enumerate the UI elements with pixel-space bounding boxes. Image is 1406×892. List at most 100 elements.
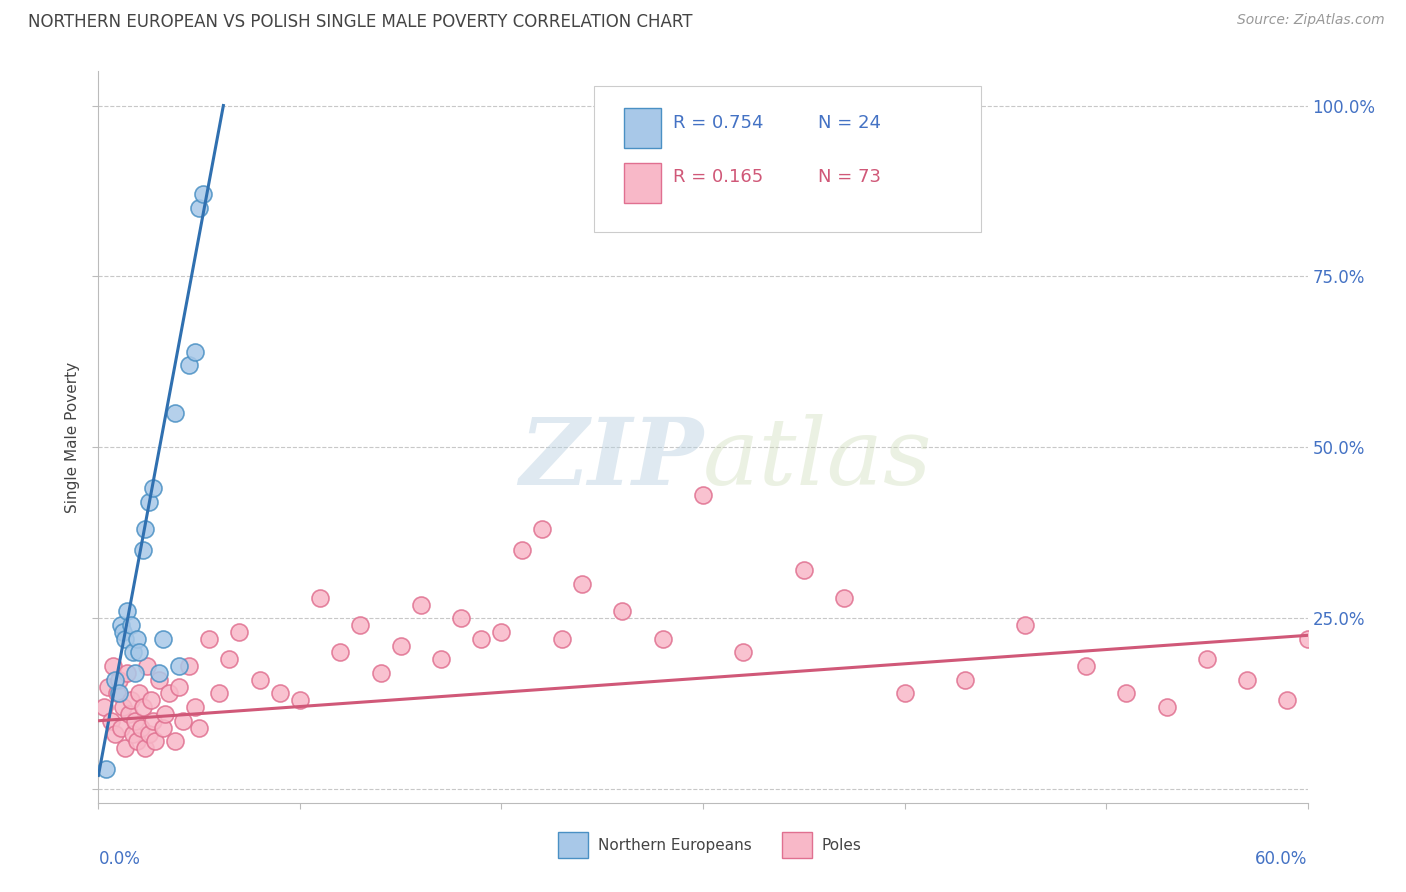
Point	[111, 624, 134, 639]
Point	[571, 577, 593, 591]
Bar	[558, 832, 588, 858]
Point	[124, 714, 146, 728]
Point	[329, 645, 352, 659]
Point	[128, 686, 150, 700]
Text: N = 73: N = 73	[818, 169, 882, 186]
Point	[135, 659, 157, 673]
Point	[612, 604, 634, 618]
Point	[1115, 686, 1137, 700]
Point	[430, 652, 453, 666]
Text: 0.0%: 0.0%	[98, 850, 141, 868]
Point	[184, 700, 207, 714]
Point	[120, 618, 142, 632]
Point	[125, 632, 148, 646]
Point	[179, 659, 201, 673]
Point	[288, 693, 311, 707]
Point	[470, 632, 492, 646]
Point	[115, 604, 138, 618]
Text: ZIP: ZIP	[519, 414, 703, 504]
Point	[228, 624, 250, 639]
Point	[96, 762, 118, 776]
Point	[1316, 706, 1339, 721]
Point	[249, 673, 271, 687]
Point	[1156, 700, 1178, 714]
Point	[111, 700, 134, 714]
Point	[152, 632, 174, 646]
Point	[389, 639, 412, 653]
Point	[163, 406, 186, 420]
Point	[125, 734, 148, 748]
Point	[733, 645, 755, 659]
Point	[167, 680, 190, 694]
Point	[103, 673, 125, 687]
Point	[692, 488, 714, 502]
Point	[143, 734, 166, 748]
Point	[148, 665, 170, 680]
Point	[110, 721, 132, 735]
Point	[184, 344, 207, 359]
Point	[118, 706, 141, 721]
Point	[188, 721, 211, 735]
Point	[163, 734, 186, 748]
Point	[198, 632, 221, 646]
Y-axis label: Single Male Poverty: Single Male Poverty	[65, 361, 80, 513]
Text: N = 24: N = 24	[818, 113, 882, 131]
Text: NORTHERN EUROPEAN VS POLISH SINGLE MALE POVERTY CORRELATION CHART: NORTHERN EUROPEAN VS POLISH SINGLE MALE …	[28, 13, 693, 31]
Point	[120, 693, 142, 707]
Text: atlas: atlas	[703, 414, 932, 504]
Text: Northern Europeans: Northern Europeans	[598, 838, 752, 853]
Point	[114, 741, 136, 756]
Bar	[624, 108, 661, 148]
Point	[97, 680, 120, 694]
Point	[218, 652, 240, 666]
Point	[103, 727, 125, 741]
Bar	[624, 163, 661, 203]
Text: R = 0.754: R = 0.754	[673, 113, 763, 131]
Point	[551, 632, 574, 646]
Point	[651, 632, 673, 646]
Point	[138, 727, 160, 741]
Point	[832, 591, 855, 605]
Text: Source: ZipAtlas.com: Source: ZipAtlas.com	[1237, 13, 1385, 28]
Bar	[782, 832, 811, 858]
Point	[100, 714, 122, 728]
Point	[510, 542, 533, 557]
FancyBboxPatch shape	[595, 86, 981, 232]
Point	[152, 721, 174, 735]
Point	[139, 693, 162, 707]
Point	[132, 700, 155, 714]
Point	[530, 522, 553, 536]
Point	[93, 700, 115, 714]
Point	[953, 673, 976, 687]
Point	[107, 673, 129, 687]
Point	[1195, 652, 1218, 666]
Point	[1296, 632, 1319, 646]
Point	[450, 611, 472, 625]
Point	[142, 714, 165, 728]
Point	[172, 714, 194, 728]
Point	[1074, 659, 1097, 673]
Point	[1236, 673, 1258, 687]
Point	[121, 727, 143, 741]
Point	[1014, 618, 1036, 632]
Point	[114, 632, 136, 646]
Point	[124, 665, 146, 680]
Point	[409, 598, 432, 612]
Point	[107, 686, 129, 700]
Point	[128, 645, 150, 659]
Point	[110, 618, 132, 632]
Point	[893, 686, 915, 700]
Point	[115, 665, 138, 680]
Text: Poles: Poles	[821, 838, 862, 853]
Point	[179, 359, 201, 373]
Point	[188, 201, 211, 215]
Point	[167, 659, 190, 673]
Point	[157, 686, 180, 700]
Point	[269, 686, 291, 700]
Point	[153, 706, 176, 721]
Text: R = 0.165: R = 0.165	[673, 169, 763, 186]
Point	[132, 542, 155, 557]
Point	[138, 495, 160, 509]
Point	[491, 624, 513, 639]
Point	[105, 686, 128, 700]
